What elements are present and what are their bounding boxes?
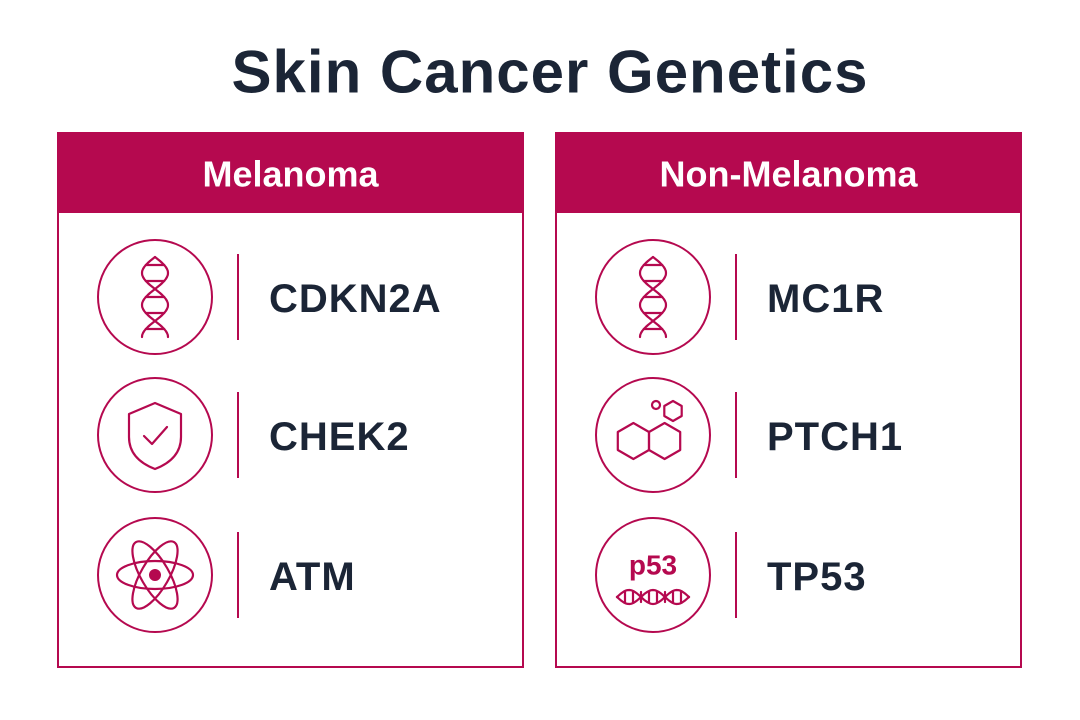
icon — [127, 401, 183, 471]
icon-circle — [595, 517, 711, 633]
panel-header: Melanoma — [202, 154, 379, 195]
icon-orbit — [131, 540, 179, 610]
icon-circle — [97, 377, 213, 493]
icon-circle — [97, 517, 213, 633]
gene-row: MC1R — [595, 239, 884, 355]
gene-row: p53 TP53 — [595, 517, 867, 633]
panel-header-bg — [556, 133, 1021, 213]
icon-strand — [615, 588, 691, 606]
icon-atom — [650, 399, 662, 411]
gene-label: ATM — [269, 555, 356, 599]
icon-ring — [647, 421, 682, 461]
gene-row: CHEK2 — [97, 377, 410, 493]
icon-circle — [595, 377, 711, 493]
panel-header-bg — [58, 133, 523, 213]
icon-orbit — [131, 540, 179, 610]
icon — [616, 399, 683, 461]
icon-nucleus — [149, 569, 161, 581]
gene-row: CDKN2A — [97, 239, 442, 355]
icon-check — [142, 425, 169, 446]
icon-ring — [663, 399, 683, 423]
panel: Melanoma CDKN2A CHEK2 ATM — [57, 132, 524, 668]
panel: Non-Melanoma MC1R PTCH1 p53 TP53 — [555, 132, 1022, 668]
gene-label: CHEK2 — [269, 415, 410, 459]
icon: p53 — [615, 550, 691, 606]
icon — [115, 540, 195, 610]
gene-row: ATM — [97, 517, 356, 633]
icon-strand — [615, 588, 691, 606]
gene-label: PTCH1 — [767, 415, 903, 459]
gene-label: MC1R — [767, 277, 884, 321]
icon-circle — [97, 239, 213, 355]
gene-label: CDKN2A — [269, 277, 442, 321]
panel-border — [57, 132, 524, 668]
icon — [140, 255, 170, 339]
icon-orbit — [115, 559, 195, 591]
panel-header: Non-Melanoma — [659, 154, 918, 195]
gene-row: PTCH1 — [595, 377, 903, 493]
icon-text: p53 — [629, 550, 677, 581]
icon — [638, 255, 668, 339]
icon-circle — [595, 239, 711, 355]
icon-shield — [127, 401, 183, 471]
title: Skin Cancer Genetics — [232, 39, 869, 106]
gene-label: TP53 — [767, 555, 867, 599]
